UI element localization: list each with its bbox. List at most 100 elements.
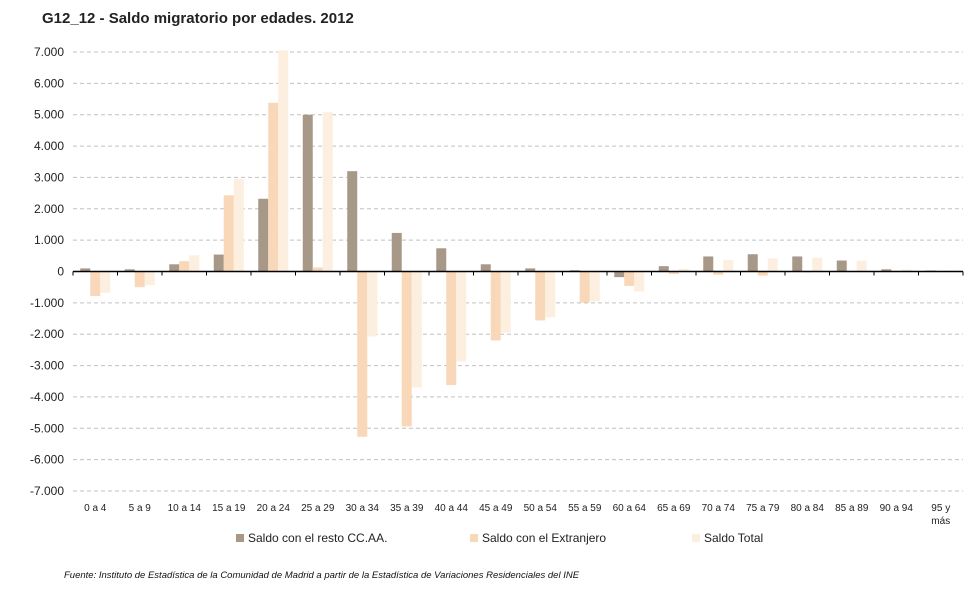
x-tick-label: 80 a 84 — [791, 503, 825, 514]
bar-extranjero — [90, 271, 101, 296]
x-tick-label: 65 a 69 — [657, 503, 691, 514]
bar-total — [278, 50, 289, 272]
bars — [80, 50, 956, 437]
y-tick-label: 0 — [57, 265, 64, 279]
bar-resto — [169, 264, 180, 272]
x-tick-label: 0 a 4 — [84, 503, 107, 514]
x-tick-label: 10 a 14 — [168, 503, 202, 514]
bar-total — [589, 271, 600, 302]
y-tick-label: -3.000 — [30, 359, 64, 373]
bar-resto — [436, 248, 447, 272]
bar-resto — [302, 114, 313, 272]
legend-label-extranjero: Saldo con el Extranjero — [482, 531, 607, 545]
bar-total — [189, 255, 200, 272]
bar-extranjero — [268, 102, 279, 272]
x-tick-label: 45 a 49 — [479, 503, 513, 514]
bar-resto — [658, 266, 669, 272]
y-tick-label: -1.000 — [30, 296, 64, 310]
legend-swatch-total — [692, 534, 700, 542]
bar-total — [411, 271, 422, 388]
y-tick-label: 3.000 — [34, 170, 64, 184]
bar-total — [100, 271, 111, 293]
bar-resto — [213, 254, 224, 272]
bar-resto — [703, 256, 714, 272]
bar-extranjero — [446, 271, 457, 386]
bar-extranjero — [179, 261, 190, 272]
x-axis — [72, 270, 964, 276]
bar-extranjero — [668, 271, 679, 275]
y-tick-label: -6.000 — [30, 453, 64, 467]
bar-resto — [124, 269, 135, 272]
y-tick-label: 6.000 — [34, 76, 64, 90]
bar-extranjero — [713, 271, 724, 275]
bar-resto — [614, 271, 625, 278]
bar-extranjero — [357, 271, 368, 437]
bar-total — [367, 271, 378, 337]
bar-total — [856, 260, 867, 272]
bar-extranjero — [624, 271, 635, 286]
chart-plot: 7.000 6.000 5.000 4.000 3.000 2.000 1.000 0 -1.0… — [30, 45, 964, 527]
y-axis-ticks: 7.000 6.000 5.000 4.000 3.000 2.000 1.000 0 -1.0… — [30, 45, 64, 498]
chart-title: G12_12 - Saldo migratorio por edades. 20… — [42, 10, 354, 27]
legend-item-resto: Saldo con el resto CC.AA. — [236, 531, 387, 545]
bar-total — [144, 271, 155, 285]
x-tick-label: 75 a 79 — [746, 503, 780, 514]
bar-resto — [347, 171, 358, 272]
legend-swatch-resto — [236, 534, 244, 542]
x-tick-label: 95 y — [931, 503, 950, 514]
x-tick-label: 15 a 19 — [212, 503, 246, 514]
bar-total — [723, 260, 734, 272]
legend-item-total: Saldo Total — [692, 531, 763, 545]
y-tick-label: -7.000 — [30, 484, 64, 498]
x-tick-label: 70 a 74 — [702, 503, 736, 514]
bar-extranjero — [579, 271, 590, 303]
bar-total — [812, 257, 823, 272]
bar-extranjero — [757, 271, 768, 276]
x-tick-label: 35 a 39 — [390, 503, 424, 514]
bar-extranjero — [312, 267, 323, 272]
bar-total — [767, 258, 778, 272]
bar-resto — [836, 260, 847, 272]
legend: Saldo con el resto CC.AA. Saldo con el E… — [0, 531, 970, 551]
bar-total — [233, 178, 244, 272]
x-tick-label: 85 a 89 — [835, 503, 869, 514]
x-tick-label: 40 a 44 — [435, 503, 469, 514]
bar-total — [678, 268, 689, 272]
bar-total — [634, 271, 645, 292]
bar-extranjero — [535, 271, 546, 321]
bar-resto — [792, 256, 803, 272]
bar-resto — [747, 254, 758, 272]
source-note: Fuente: Instituto de Estadística de la C… — [64, 570, 580, 581]
bar-extranjero — [223, 195, 234, 272]
legend-swatch-extranjero — [470, 534, 478, 542]
bar-total — [545, 271, 556, 318]
y-tick-label: -4.000 — [30, 390, 64, 404]
bar-resto — [258, 198, 269, 272]
x-tick-label: 60 a 64 — [613, 503, 647, 514]
bar-resto — [391, 232, 402, 272]
gridlines — [73, 51, 963, 492]
legend-label-total: Saldo Total — [704, 531, 764, 545]
y-tick-label: -5.000 — [30, 421, 64, 435]
bar-total — [901, 269, 912, 272]
bar-total — [322, 112, 333, 272]
x-tick-label: 20 a 24 — [257, 503, 291, 514]
x-tick-label: 55 a 59 — [568, 503, 602, 514]
y-tick-label: -2.000 — [30, 327, 64, 341]
y-tick-label: 7.000 — [34, 45, 64, 59]
y-tick-label: 4.000 — [34, 139, 64, 153]
y-tick-label: 5.000 — [34, 108, 64, 122]
y-tick-label: 2.000 — [34, 202, 64, 216]
bar-extranjero — [134, 271, 145, 288]
bar-total — [456, 271, 467, 362]
x-tick-label: más — [931, 516, 950, 527]
x-tick-label: 5 a 9 — [129, 503, 152, 514]
bar-total — [500, 271, 511, 333]
bar-resto — [80, 268, 91, 272]
bar-extranjero — [401, 271, 412, 427]
bar-resto — [525, 268, 536, 272]
legend-item-extranjero: Saldo con el Extranjero — [470, 531, 606, 545]
bar-extranjero — [490, 271, 501, 341]
y-tick-label: 1.000 — [34, 233, 64, 247]
legend-label-resto: Saldo con el resto CC.AA. — [248, 531, 388, 545]
